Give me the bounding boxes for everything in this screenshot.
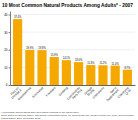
bar bbox=[123, 70, 132, 85]
x-axis: Fish oil/Omega 3GlucosamineEchinaceaFlax… bbox=[8, 86, 135, 103]
x-tick-label: CombinationHerb Pills bbox=[66, 86, 83, 103]
y-axis-line bbox=[10, 12, 11, 86]
x-tick: Chondroitin bbox=[92, 86, 106, 100]
data-label: 15.9% bbox=[51, 53, 59, 57]
bar bbox=[111, 66, 120, 85]
y-tick: 30 bbox=[4, 31, 10, 35]
bars bbox=[13, 19, 132, 85]
x-axis-line bbox=[11, 85, 136, 86]
data-label: 11.2% bbox=[99, 61, 107, 65]
bar bbox=[13, 19, 22, 85]
y-tick-label: 20 bbox=[4, 48, 8, 52]
x-tick: CombinationHerb Pills bbox=[66, 86, 83, 103]
bar bbox=[50, 57, 59, 85]
x-tick-label-line: Ginseng bbox=[58, 86, 69, 97]
data-label: 11.3% bbox=[87, 61, 95, 65]
chart: 37.4% 19.9% 19.8% 15.9% 14.1% 13.0% 11.3% 11.2%… bbox=[0, 0, 138, 120]
grid-line bbox=[10, 32, 135, 33]
x-tick-label: Flaxseed bbox=[45, 86, 57, 98]
x-tick: CoenzymeQ-10 bbox=[117, 86, 132, 101]
data-label: 37.4% bbox=[14, 15, 22, 19]
data-label: 19.9% bbox=[26, 46, 34, 50]
data-label: 14.1% bbox=[63, 56, 71, 60]
title: 10 Most Common Natural Products Among Ad… bbox=[2, 3, 133, 8]
footnote: United States, 2007. December 2008. bbox=[1, 117, 41, 120]
y-tick-label: 10 bbox=[4, 66, 8, 70]
bar bbox=[86, 65, 95, 85]
y-tick-mark bbox=[9, 85, 11, 86]
x-tick: Flaxseed bbox=[45, 86, 57, 98]
x-tick: Glucosamine bbox=[17, 86, 32, 101]
grid bbox=[10, 15, 135, 85]
data-label: 19.8% bbox=[38, 46, 46, 50]
y-axis: 0 10 20 30 40 bbox=[4, 12, 10, 88]
x-tick: Ginseng bbox=[58, 86, 69, 97]
x-tick-label-line: Q-10 bbox=[124, 88, 132, 96]
y-tick-label: 0 bbox=[6, 83, 8, 87]
y-tick: 0 bbox=[6, 83, 10, 87]
x-tick-label: CoenzymeQ-10 bbox=[117, 86, 132, 101]
bar bbox=[62, 60, 71, 85]
y-tick: 10 bbox=[4, 66, 10, 70]
y-tick-mark bbox=[9, 67, 11, 68]
grid-line bbox=[10, 14, 135, 15]
data-labels: 37.4% 19.9% 19.8% 15.9% 14.1% 13.0% 11.3% 11.2%… bbox=[14, 15, 131, 70]
x-tick-label-line: Chondroitin bbox=[92, 86, 106, 100]
y-tick-mark bbox=[9, 15, 11, 16]
x-tick-label-line: Echinacea bbox=[31, 86, 44, 99]
data-label: 13.0% bbox=[75, 58, 83, 62]
bar bbox=[98, 65, 107, 85]
data-label: 11.0% bbox=[112, 62, 120, 66]
x-tick-label-line: Glucosamine bbox=[17, 86, 32, 101]
x-tick-label: Echinacea bbox=[31, 86, 44, 99]
x-tick-label: Ginseng bbox=[58, 86, 69, 97]
footnotes: * Percentage among adults who used natur… bbox=[1, 111, 135, 120]
data-label: 8.7% bbox=[124, 66, 131, 70]
bar bbox=[25, 50, 34, 85]
x-tick-label: Glucosamine bbox=[17, 86, 32, 101]
y-tick-mark bbox=[9, 50, 11, 51]
x-tick-label: Chondroitin bbox=[92, 86, 106, 100]
y-tick-label: 30 bbox=[4, 31, 8, 35]
x-tick-label-line: Flaxseed bbox=[45, 86, 57, 98]
bar bbox=[74, 62, 83, 85]
y-tick: 40 bbox=[4, 13, 10, 17]
x-tick: Echinacea bbox=[31, 86, 44, 99]
y-tick-mark bbox=[9, 32, 11, 33]
bar bbox=[37, 50, 46, 85]
y-tick-label: 40 bbox=[4, 13, 8, 17]
x-tick-label-line: Herb Pills bbox=[71, 88, 83, 100]
y-tick: 20 bbox=[4, 48, 10, 52]
